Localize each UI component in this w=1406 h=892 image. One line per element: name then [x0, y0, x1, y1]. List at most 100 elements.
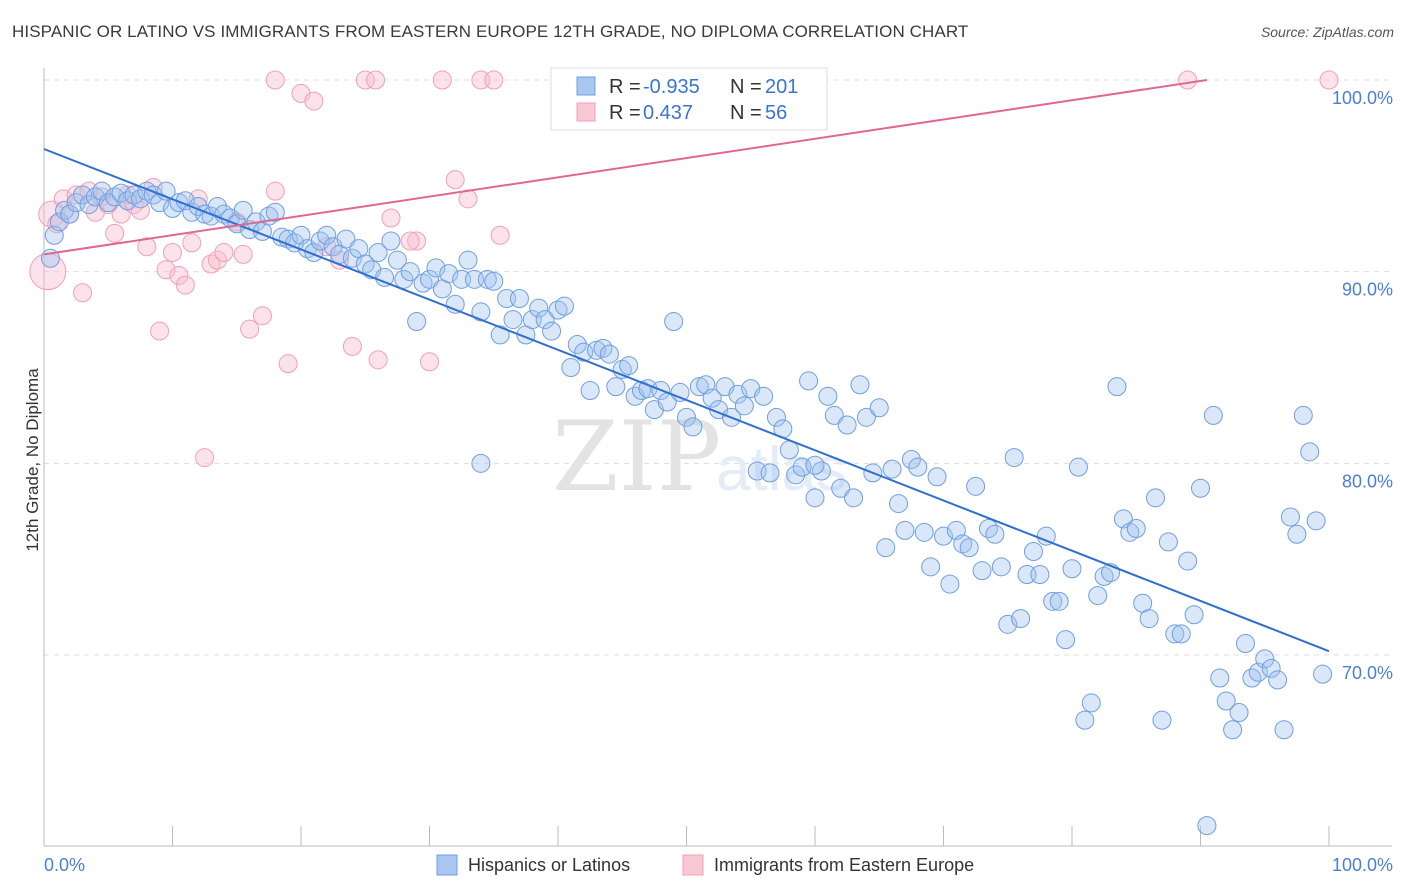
blue-point	[490, 325, 510, 345]
x-tick-label: 100.0%	[1332, 855, 1393, 875]
stats-box-frame	[550, 67, 828, 131]
pink-point	[368, 350, 388, 370]
blue-point	[991, 557, 1011, 577]
blue-point	[426, 258, 446, 278]
blue-point	[420, 269, 439, 289]
blue-point	[580, 381, 600, 400]
pink-point	[137, 237, 157, 257]
stats-n-label: N =	[730, 102, 762, 124]
y-tick-label: 80.0%	[1342, 471, 1393, 491]
stats-swatch	[576, 102, 596, 122]
blue-point	[869, 398, 889, 418]
blue-point	[1300, 442, 1320, 462]
pink-point	[156, 260, 176, 280]
pink-point	[233, 244, 253, 264]
pink-point	[175, 275, 195, 295]
y-axis-label: 12th Grade, No Diploma	[23, 368, 42, 552]
pink-point	[240, 319, 260, 339]
blue-point	[554, 296, 574, 316]
pink-point	[484, 70, 504, 90]
blue-point	[368, 243, 388, 262]
pink-point	[265, 181, 285, 201]
pink-point	[400, 231, 420, 251]
pink-point	[1319, 70, 1339, 90]
blue-point	[509, 289, 529, 308]
stats-n-value: 201	[765, 76, 798, 98]
blue-point	[567, 335, 587, 354]
pink-point	[342, 336, 362, 356]
blue-point	[60, 204, 80, 224]
blue-point	[1235, 634, 1255, 653]
blue-point	[702, 388, 722, 408]
blue-point	[529, 298, 549, 318]
blue-point	[927, 467, 947, 487]
pink-point	[445, 170, 465, 190]
blue-point	[1152, 710, 1172, 730]
blue-point	[824, 405, 844, 425]
pink-point	[420, 352, 439, 372]
blue-point	[503, 310, 523, 330]
pink-point	[182, 233, 202, 253]
legend-swatch	[682, 854, 704, 876]
blue-point	[734, 396, 754, 416]
blue-point	[535, 310, 555, 330]
blue-point	[1171, 624, 1191, 644]
pink-point	[304, 91, 324, 111]
pink-point	[66, 185, 86, 205]
trend-lines	[43, 79, 1330, 653]
blue-point	[1313, 664, 1333, 684]
stats-r-label: R =	[609, 102, 641, 124]
pink-point	[278, 354, 298, 374]
chart-title: HISPANIC OR LATINO VS IMMIGRANTS FROM EA…	[12, 22, 969, 41]
blue-point	[317, 225, 337, 245]
blue-point	[754, 386, 774, 406]
blue-point	[1107, 377, 1127, 397]
pink-point	[214, 243, 234, 262]
pink-point	[1178, 70, 1198, 90]
legend-swatch	[436, 854, 458, 876]
blue-point	[1146, 488, 1166, 508]
blue-point	[895, 520, 915, 540]
blue-point	[683, 417, 703, 437]
blue-point	[336, 229, 356, 249]
source-credit: Source: ZipAtlas.com	[1260, 24, 1394, 40]
blue-point	[1126, 519, 1146, 538]
blue-point	[1139, 609, 1159, 629]
stats-legend-box: R = -0.935 N = 201 R = 0.437 N = 56	[550, 67, 828, 131]
blue-point	[799, 371, 819, 391]
blue-point	[471, 302, 491, 322]
blue-point	[940, 574, 960, 594]
x-tick-label: 0.0%	[44, 855, 85, 875]
blue-point	[387, 250, 407, 270]
pink-point	[381, 208, 401, 228]
blue-point	[1165, 624, 1185, 644]
blue-point	[1178, 551, 1198, 571]
blue-point	[1203, 405, 1223, 425]
blue-point	[985, 524, 1005, 544]
pink-point	[105, 223, 125, 243]
blue-point	[458, 250, 478, 270]
hispanic-trend-line	[43, 148, 1330, 653]
pink-point	[207, 250, 227, 270]
blue-point	[805, 488, 825, 508]
blue-point	[934, 526, 953, 546]
blue-point	[1075, 710, 1095, 730]
blue-point	[1255, 649, 1275, 669]
stats-swatch	[576, 76, 596, 96]
blue-point	[760, 463, 780, 483]
axes	[43, 68, 1392, 847]
pink-point	[432, 70, 452, 90]
pink-point	[366, 70, 386, 90]
blue-point	[1068, 457, 1088, 477]
blue-point	[766, 407, 786, 427]
pink-point	[150, 321, 170, 341]
blue-point	[844, 488, 864, 508]
blue-point	[1043, 591, 1063, 611]
blue-point	[1030, 565, 1050, 584]
blue-point	[394, 269, 414, 289]
blue-point	[805, 455, 825, 475]
blue-point	[1081, 693, 1101, 713]
blue-point	[1062, 559, 1082, 579]
blue-point	[407, 312, 427, 331]
blue-point	[599, 344, 619, 364]
